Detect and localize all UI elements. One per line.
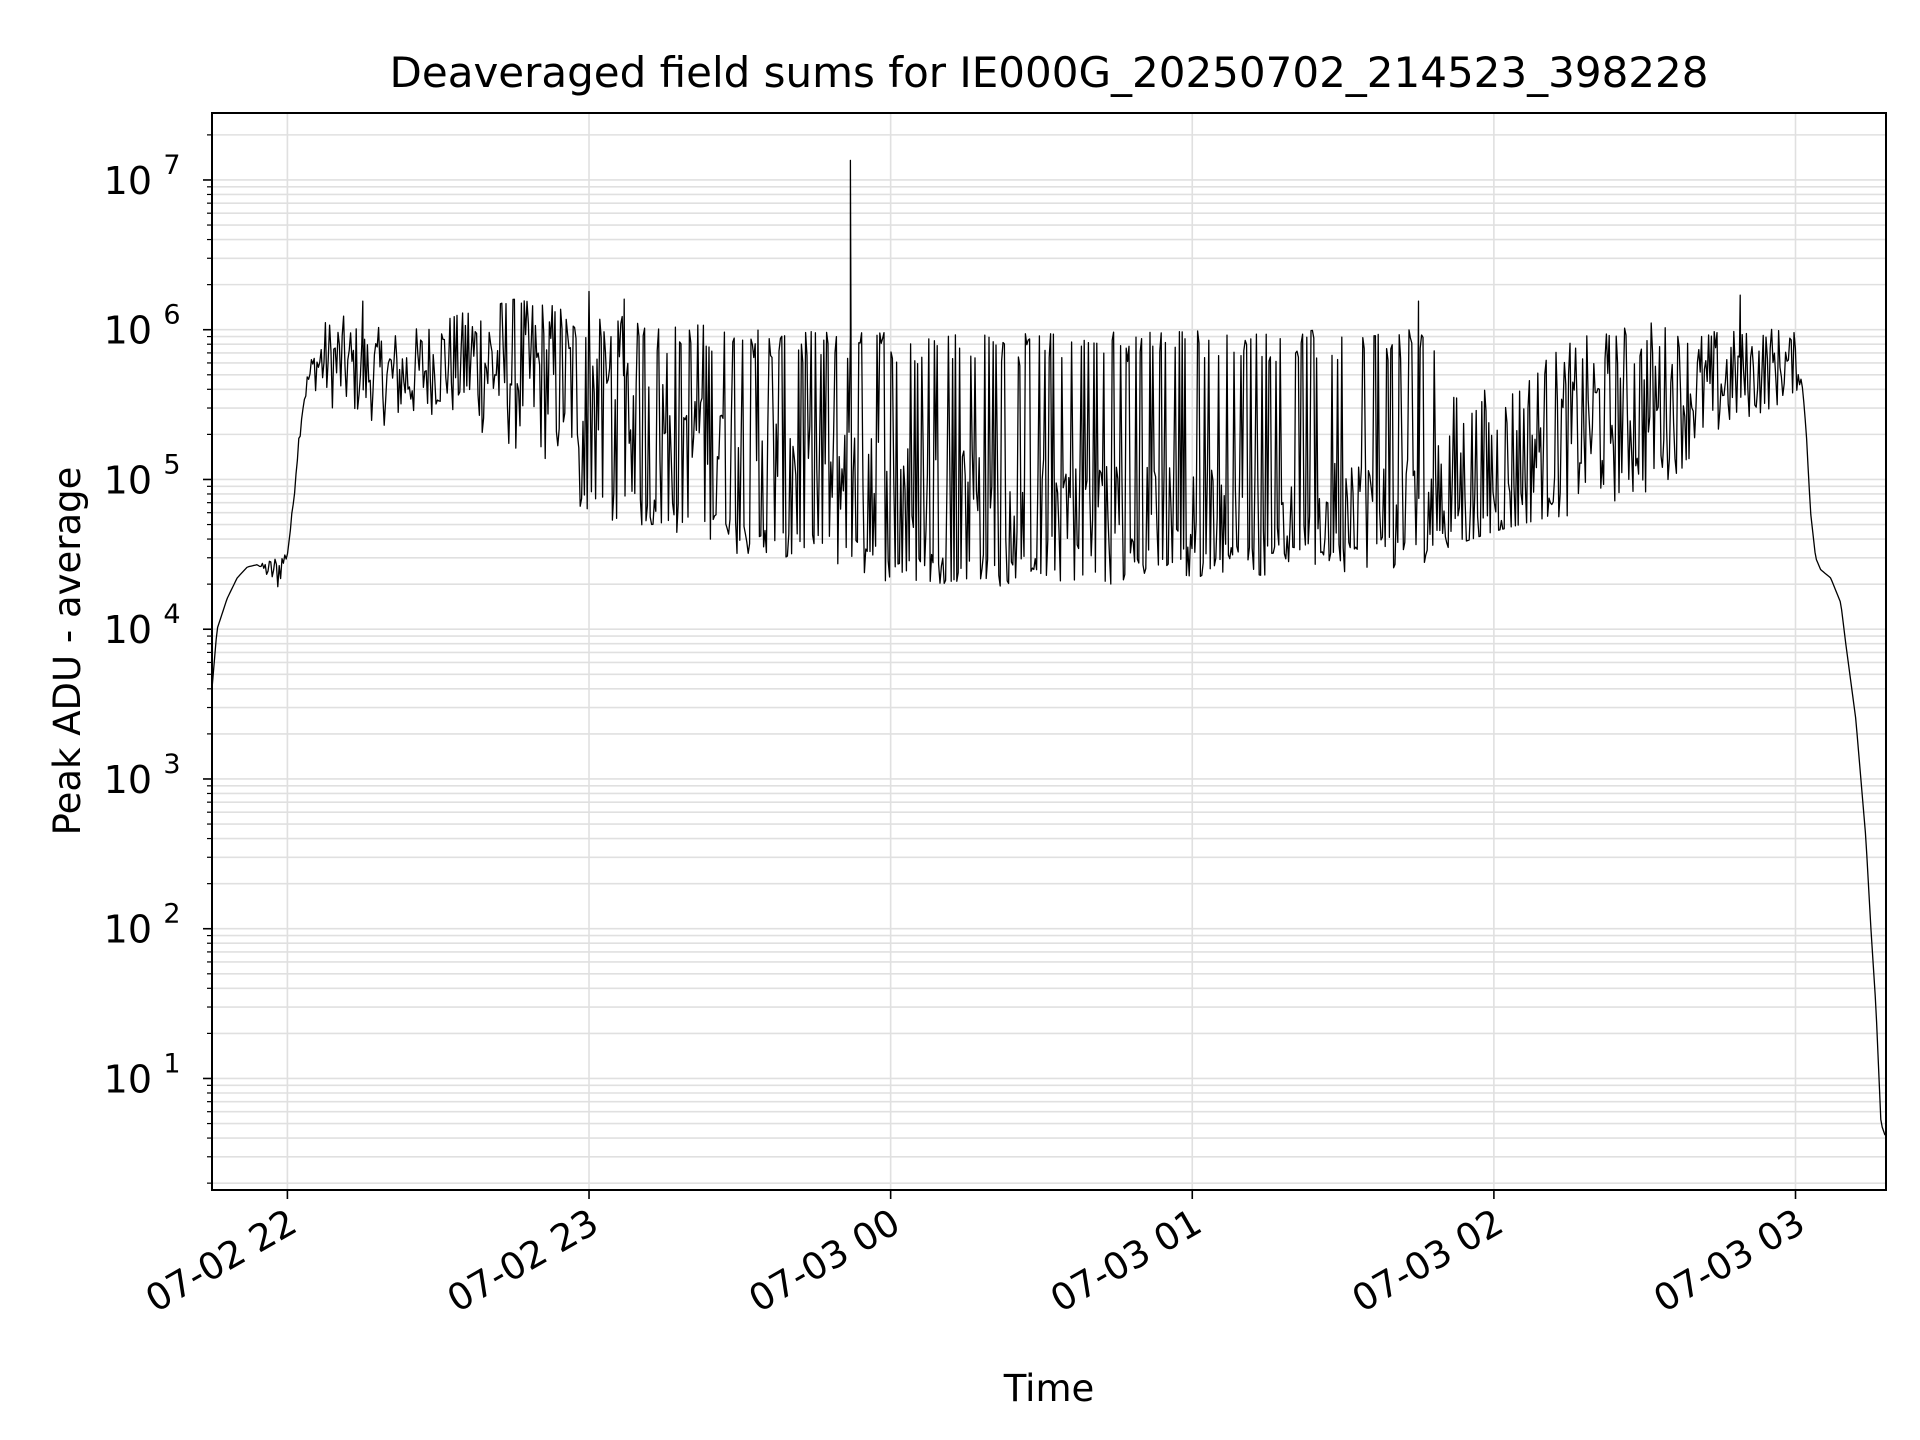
- y-axis-label: Peak ADU - average: [46, 467, 89, 836]
- y-tick-exponent: 5: [163, 449, 180, 480]
- data-series: [211, 159, 1886, 1136]
- y-tick-label: 10: [104, 309, 152, 353]
- y-tick-label: 10: [104, 908, 152, 952]
- y-tick-label: 10: [104, 458, 152, 502]
- y-tick-exponent: 7: [163, 150, 180, 181]
- series-line: [211, 159, 1886, 1136]
- y-tick-label: 10: [104, 1057, 152, 1101]
- y-tick-exponent: 6: [163, 300, 180, 331]
- plot-frame: [211, 112, 1887, 1191]
- y-axis: 10 1 10 2 10 3 10 4 10 5 10 6 10 7: [104, 134, 212, 1184]
- y-tick-exponent: 1: [163, 1048, 180, 1079]
- y-tick-exponent: 4: [163, 599, 180, 630]
- x-axis-label: Time: [1003, 1367, 1095, 1410]
- y-tick-label: 10: [104, 159, 152, 203]
- grid: [212, 113, 1886, 1190]
- y-tick-label: 10: [104, 608, 152, 652]
- y-tick-exponent: 2: [163, 899, 180, 930]
- chart-title: Deaveraged field sums for IE000G_2025070…: [390, 48, 1709, 97]
- y-tick-label: 10: [104, 758, 152, 802]
- y-tick-exponent: 3: [163, 749, 180, 780]
